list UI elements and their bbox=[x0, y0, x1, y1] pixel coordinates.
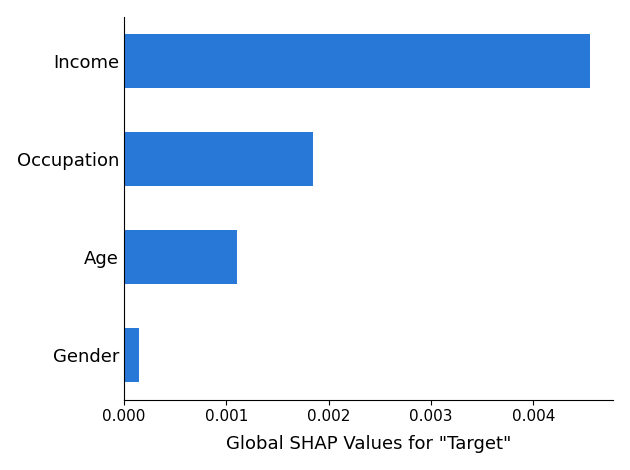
Bar bbox=[124, 132, 313, 186]
Bar bbox=[124, 230, 236, 284]
X-axis label: Global SHAP Values for "Target": Global SHAP Values for "Target" bbox=[226, 435, 512, 454]
Bar bbox=[124, 34, 590, 88]
Bar bbox=[124, 328, 139, 382]
